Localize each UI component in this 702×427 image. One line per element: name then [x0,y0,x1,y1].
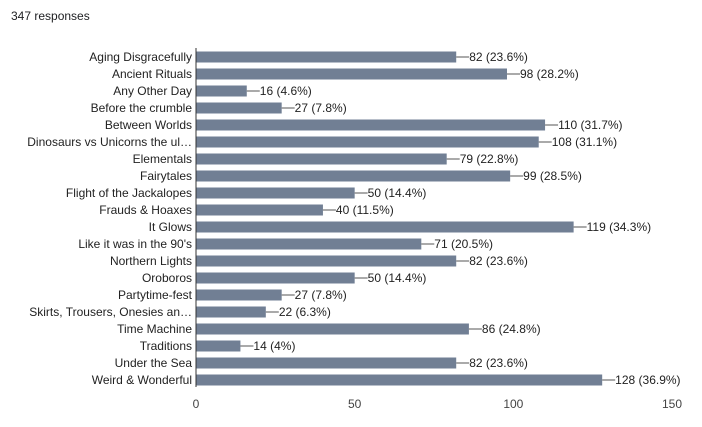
value-label: 50 (14.4%) [368,271,427,285]
bar [196,136,539,148]
value-label: 98 (28.2%) [520,67,579,81]
bar [196,204,323,216]
value-label: 50 (14.4%) [368,186,427,200]
category-label: Time Machine [117,322,192,336]
value-label: 86 (24.8%) [482,322,541,336]
category-label: Between Worlds [105,118,192,132]
bar [196,238,422,250]
bar [196,340,241,352]
bar [196,357,457,369]
category-label: Oroboros [142,271,192,285]
category-label: Northern Lights [110,254,192,268]
bar [196,306,266,318]
value-label: 82 (23.6%) [469,254,528,268]
category-label: Frauds & Hoaxes [99,203,192,217]
x-tick-label: 100 [503,397,523,411]
category-label: Fairytales [140,169,192,183]
bar [196,289,282,301]
value-label: 14 (4%) [253,339,295,353]
category-label: Like it was in the 90's [78,237,192,251]
value-label: 71 (20.5%) [434,237,493,251]
value-label: 27 (7.8%) [295,288,347,302]
bar [196,153,447,165]
value-label: 27 (7.8%) [295,101,347,115]
value-label: 108 (31.1%) [552,135,617,149]
category-label: Flight of the Jackalopes [66,186,192,200]
bar [196,374,603,386]
value-label: 82 (23.6%) [469,50,528,64]
value-label: 119 (34.3%) [587,220,651,234]
bar [196,255,457,267]
value-label: 82 (23.6%) [469,356,528,370]
bar [196,272,355,284]
value-label: 79 (22.8%) [460,152,519,166]
bar [196,187,355,199]
category-label: Dinosaurs vs Unicorns the ul… [27,135,192,149]
value-label: 16 (4.6%) [260,84,312,98]
category-label: Under the Sea [115,356,193,370]
value-label: 128 (36.9%) [615,373,680,387]
bar [196,323,469,335]
category-label: Skirts, Trousers, Onesies an… [29,305,192,319]
category-label: Weird & Wonderful [92,373,192,387]
bar [196,102,282,114]
value-label: 22 (6.3%) [279,305,331,319]
bar [196,221,574,233]
response-count: 347 responses [11,9,90,23]
bar [196,85,247,97]
bar [196,68,507,80]
value-label: 99 (28.5%) [523,169,582,183]
x-tick-label: 50 [348,397,362,411]
bar [196,119,546,131]
category-label: Aging Disgracefully [89,50,192,64]
value-label: 40 (11.5%) [336,203,394,217]
bar [196,51,457,63]
category-label: Traditions [140,339,192,353]
category-label: Any Other Day [113,84,192,98]
x-tick-label: 0 [193,397,200,411]
value-label: 110 (31.7%) [558,118,622,132]
x-tick-label: 150 [662,397,682,411]
category-label: Partytime-fest [118,288,193,302]
category-label: It Glows [149,220,192,234]
bar [196,170,511,182]
category-label: Before the crumble [91,101,193,115]
category-label: Elementals [133,152,192,166]
category-label: Ancient Rituals [112,67,192,81]
